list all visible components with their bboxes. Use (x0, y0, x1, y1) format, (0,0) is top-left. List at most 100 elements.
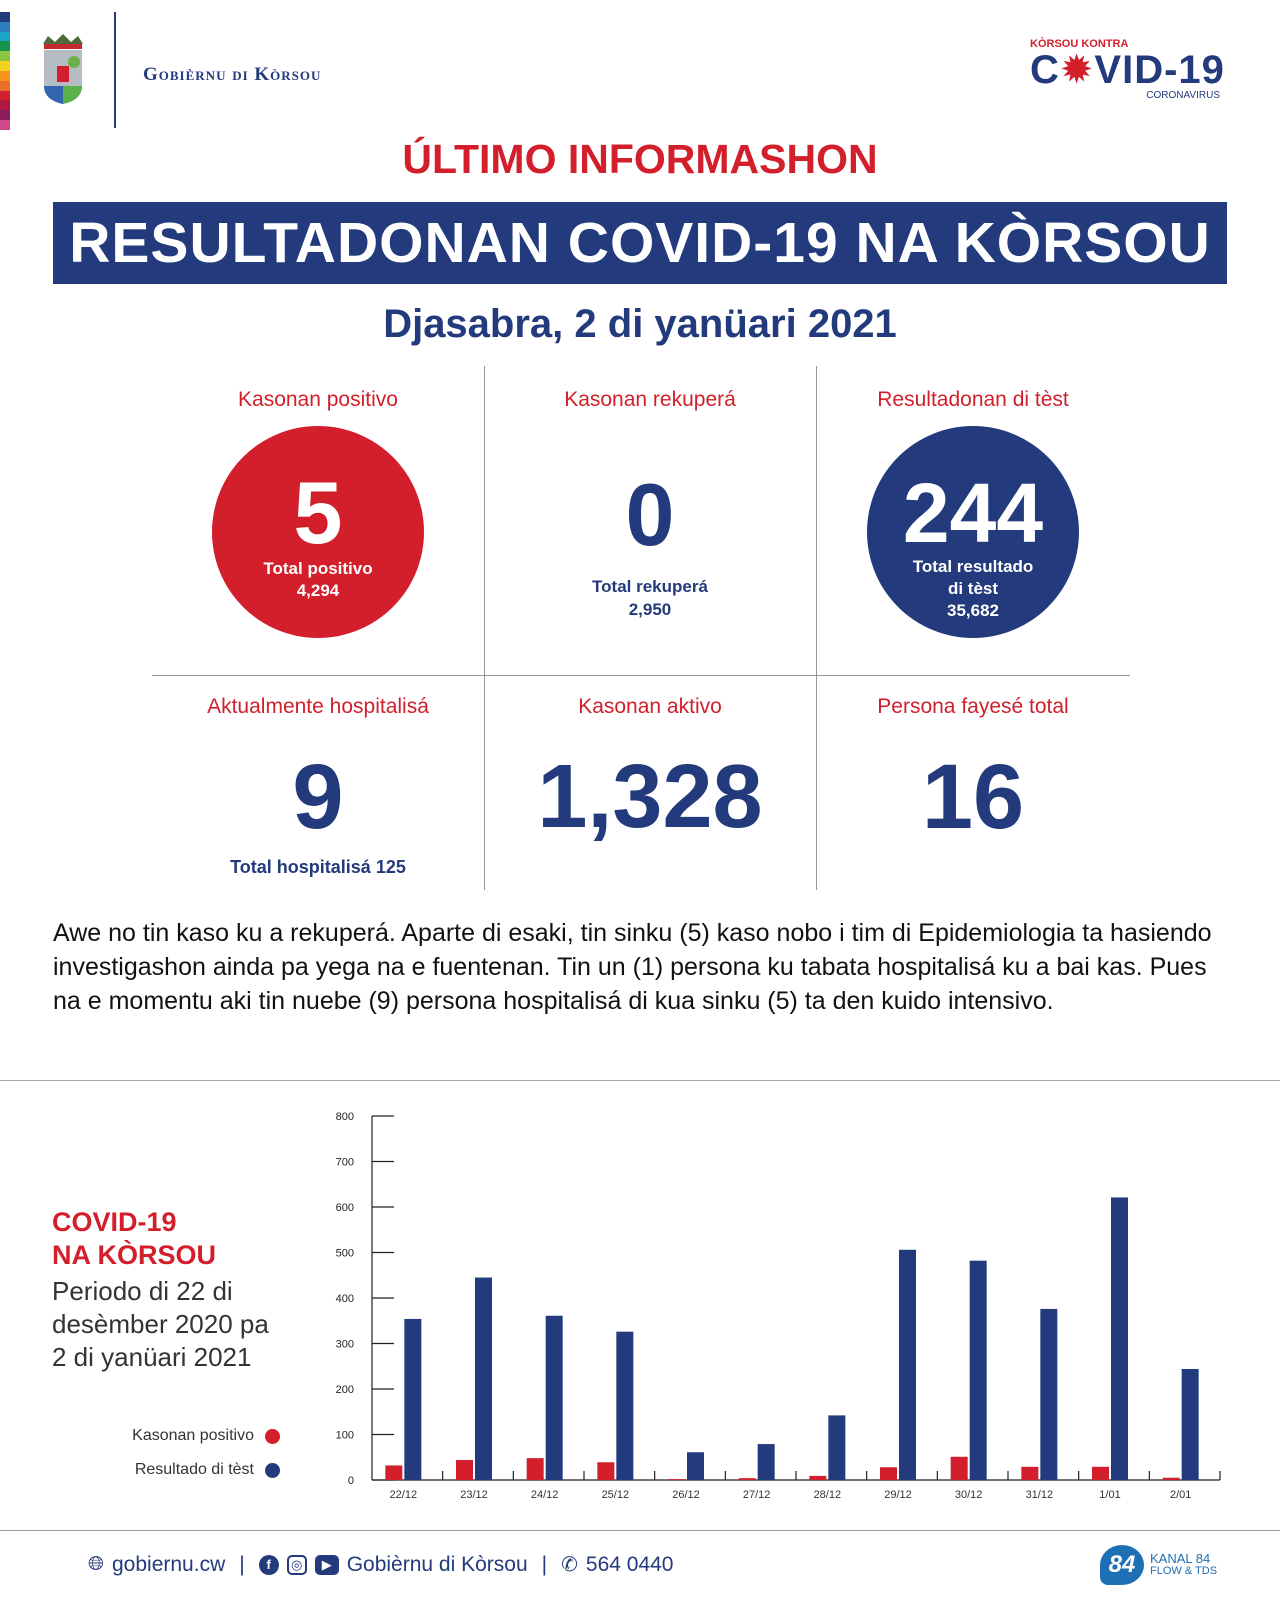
tests-total-label: Total resultado (912, 557, 1034, 576)
tests-bar (404, 1318, 422, 1480)
tests-bar (757, 1444, 775, 1480)
strip-segment (0, 70, 10, 81)
logo-top-text: KÒRSOU KONTRA (1030, 38, 1129, 50)
separator: | (239, 1552, 245, 1576)
legend-tests-dot (265, 1463, 280, 1478)
positive-bar (526, 1458, 544, 1480)
tests-total-label-2: di tèst (947, 579, 999, 598)
positive-bar (456, 1459, 473, 1480)
header-divider (114, 12, 116, 128)
strip-segment (0, 90, 10, 101)
legend-positive-dot (265, 1429, 280, 1444)
tests-bar (1111, 1197, 1128, 1480)
positive-bar (1021, 1466, 1039, 1480)
positive-bar (385, 1465, 403, 1480)
y-tick-label: 700 (336, 1157, 354, 1169)
tests-circle: 244 Total resultado di tèst 35,682 (867, 426, 1079, 638)
strip-segment (0, 12, 10, 22)
strip-segment (0, 110, 10, 121)
tests-value: 244 (902, 466, 1044, 560)
strip-segment (0, 120, 10, 130)
footer-contacts: 🌐︎ gobiernu.cw | f ◎ ▶ Gobièrnu di Kòrso… (88, 1552, 673, 1577)
kicker-title: ÚLTIMO INFORMASHON (402, 136, 878, 182)
deaths-value: 16 (921, 746, 1025, 848)
chart-side-title: COVID-19 NA KÒRSOU (52, 1207, 217, 1270)
positive-value: 5 (293, 463, 343, 562)
section-divider (0, 1080, 1280, 1081)
website-link[interactable]: gobiernu.cw (112, 1552, 226, 1576)
y-tick-label: 400 (336, 1293, 354, 1305)
positive-bar (668, 1479, 685, 1480)
y-tick-label: 300 (336, 1339, 354, 1351)
positive-bar (950, 1456, 968, 1480)
y-tick-label: 800 (336, 1111, 354, 1123)
kanal-84-sub: FLOW & TDS (1150, 1565, 1218, 1577)
hospital-label: Aktualmente hospitalisá (207, 695, 429, 718)
tests-bar (475, 1277, 492, 1480)
tests-bar (545, 1315, 563, 1480)
separator: | (541, 1552, 548, 1576)
recovered-total: 2,950 (628, 600, 672, 619)
x-tick-label: 25/12 (602, 1489, 630, 1501)
phone-number: 564 0440 (585, 1552, 674, 1576)
grid-divider (152, 675, 1130, 676)
positive-bar (738, 1478, 756, 1480)
x-tick-label: 30/12 (955, 1489, 983, 1501)
deaths-label: Persona fayesé total (877, 695, 1069, 718)
youtube-icon[interactable]: ▶ (314, 1554, 339, 1575)
grid-divider (484, 366, 485, 890)
positive-total-label: Total positivo (263, 559, 373, 578)
x-tick-label: 27/12 (743, 1489, 771, 1501)
tests-bar (687, 1452, 704, 1480)
tests-label: Resultadonan di tèst (877, 388, 1069, 411)
tests-bar (828, 1415, 846, 1480)
tests-bar (969, 1260, 987, 1480)
korsou-kontra-covid-logo: KÒRSOU KONTRA C✹VID-19 CORONAVIRUS (1030, 38, 1230, 101)
x-tick-label: 23/12 (460, 1489, 488, 1501)
positive-bar (597, 1462, 615, 1480)
bar-chart: 0 100 200 300 400 500 600 700 800 22/12 23/12 24/12… (336, 1111, 1221, 1501)
tests-bar (899, 1249, 916, 1480)
legend-positive-label: Kasonan positivo (132, 1427, 254, 1444)
coat-of-arms-logo (40, 34, 86, 106)
strip-segment (0, 21, 10, 32)
org-name: Gobièrnu di Kòrsou (143, 64, 322, 85)
tests-bar (616, 1331, 634, 1480)
y-tick-label: 500 (336, 1248, 354, 1260)
positive-bar (1162, 1477, 1180, 1480)
y-tick-label: 0 (348, 1475, 354, 1487)
strip-segment (0, 51, 10, 62)
positive-total: 4,294 (296, 581, 340, 600)
hospital-value: 9 (292, 746, 344, 848)
footer-divider (0, 1530, 1280, 1531)
strip-segment (0, 31, 10, 42)
virus-icon: ✹ (1059, 48, 1095, 92)
strip-segment (0, 80, 10, 91)
report-date: Djasabra, 2 di yanüari 2021 (383, 302, 897, 346)
summary-paragraph: Awe no tin kaso ku a rekuperá. Aparte di… (53, 919, 1212, 1015)
positive-circle: 5 Total positivo 4,294 (212, 426, 424, 638)
tests-total: 35,682 (947, 601, 999, 620)
social-handle[interactable]: Gobièrnu di Kòrsou (346, 1552, 528, 1576)
recovered-label: Kasonan rekuperá (564, 388, 736, 411)
y-tick-label: 600 (336, 1202, 354, 1214)
active-value: 1,328 (537, 747, 763, 847)
positive-bar (880, 1467, 897, 1480)
positive-bar (1092, 1466, 1109, 1480)
whatsapp-icon: ✆ (561, 1554, 578, 1576)
color-strip (0, 12, 10, 130)
globe-icon: 🌐︎ (88, 1553, 104, 1575)
facebook-icon[interactable]: f (258, 1554, 279, 1575)
x-tick-label: 2/01 (1170, 1489, 1191, 1501)
tests-bar (1181, 1368, 1199, 1480)
x-tick-label: 31/12 (1026, 1489, 1054, 1501)
x-tick-label: 29/12 (884, 1489, 912, 1501)
page-title-banner: RESULTADONAN COVID-19 NA KÒRSOU (53, 202, 1227, 284)
legend-tests-label: Resultado di tèst (134, 1461, 254, 1478)
active-label: Kasonan aktivo (578, 695, 722, 718)
instagram-icon[interactable]: ◎ (286, 1554, 307, 1575)
chart-period: Periodo di 22 di desèmber 2020 pa 2 di yan… (52, 1276, 269, 1372)
y-tick-label: 200 (336, 1384, 354, 1396)
recovered-value: 0 (625, 465, 675, 564)
x-tick-label: 22/12 (390, 1489, 418, 1501)
